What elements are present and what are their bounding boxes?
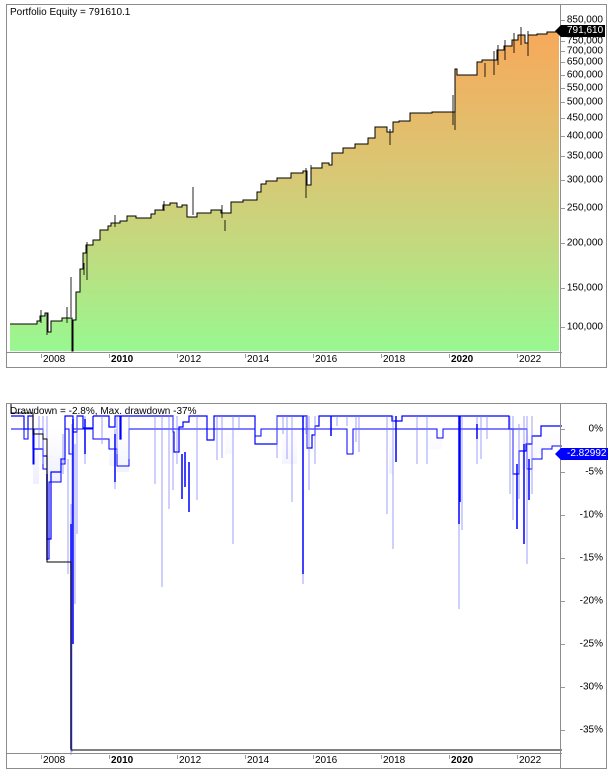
y-tick-mark xyxy=(561,62,565,63)
y-tick-mark xyxy=(561,180,565,181)
y-tick-450000: 450,000 xyxy=(566,112,603,124)
y-tick-minus5: -5% xyxy=(585,466,603,478)
y-tick-minus20: -20% xyxy=(579,595,603,607)
y-tick-minus25: -25% xyxy=(579,638,603,650)
x-tick-2022: 2022 xyxy=(516,755,542,766)
y-tick-850000: 850,000 xyxy=(566,14,603,26)
y-tick-mark xyxy=(561,156,565,157)
drawdown-plot-area[interactable]: Drawdown = -2.8%, Max. drawdown -37% xyxy=(7,404,562,755)
y-tick-mark xyxy=(561,687,565,688)
drawdown-y-axis: 0% -5% -10% -15% -20% -25% -30% -35% -2.… xyxy=(554,404,609,768)
drawdown-x-axis: 2008 2010 2012 2014 2016 2018 2020 2022 xyxy=(7,753,562,768)
y-tick-150000: 150,000 xyxy=(566,282,603,294)
x-tick-2022: 2022 xyxy=(516,354,542,365)
y-tick-mark xyxy=(561,601,565,602)
x-tick-2010: 2010 xyxy=(108,354,134,365)
x-tick-2016: 2016 xyxy=(312,755,338,766)
drawdown-curve xyxy=(10,404,562,755)
y-tick-700000: 700,000 xyxy=(566,45,603,57)
x-tick-2012: 2012 xyxy=(176,354,202,365)
x-tick-2014: 2014 xyxy=(244,755,270,766)
x-tick-2014: 2014 xyxy=(244,354,270,365)
y-tick-0: 0% xyxy=(588,423,603,435)
current-equity-marker: 791,610 xyxy=(554,25,606,37)
x-tick-2008: 2008 xyxy=(40,354,66,365)
drawdown-chart-panel: Drawdown = -2.8%, Max. drawdown -37% xyxy=(6,403,609,769)
y-tick-mark xyxy=(561,327,565,328)
x-tick-2020: 2020 xyxy=(448,354,474,365)
x-tick-2016: 2016 xyxy=(312,354,338,365)
x-tick-2020: 2020 xyxy=(448,755,474,766)
y-tick-600000: 600,000 xyxy=(566,69,603,81)
y-tick-500000: 500,000 xyxy=(566,96,603,108)
y-tick-100000: 100,000 xyxy=(566,321,603,333)
y-tick-mark xyxy=(561,136,565,137)
y-tick-750000: 750,000 xyxy=(566,35,603,47)
y-tick-minus15: -15% xyxy=(579,552,603,564)
y-tick-200000: 200,000 xyxy=(566,237,603,249)
y-tick-550000: 550,000 xyxy=(566,82,603,94)
y-tick-mark xyxy=(561,288,565,289)
y-tick-minus30: -30% xyxy=(579,681,603,693)
equity-chart-panel: Portfolio Equity = 791610.1 2008 2010 20… xyxy=(6,4,607,368)
x-tick-2008: 2008 xyxy=(40,755,66,766)
drawdown-title: Drawdown = -2.8%, Max. drawdown -37% xyxy=(10,406,197,417)
equity-title: Portfolio Equity = 791610.1 xyxy=(10,7,131,18)
y-tick-mark xyxy=(561,429,565,430)
y-tick-mark xyxy=(561,118,565,119)
y-tick-mark xyxy=(561,558,565,559)
y-tick-minus35: -35% xyxy=(579,724,603,736)
y-tick-mark xyxy=(561,75,565,76)
y-tick-mark xyxy=(561,644,565,645)
y-tick-350000: 350,000 xyxy=(566,150,603,162)
y-tick-mark xyxy=(561,102,565,103)
x-tick-2018: 2018 xyxy=(380,354,406,365)
equity-x-axis: 2008 2010 2012 2014 2016 2018 2020 2022 xyxy=(7,352,562,367)
equity-plot-area[interactable]: Portfolio Equity = 791610.1 xyxy=(7,5,562,354)
y-tick-mark xyxy=(561,472,565,473)
y-tick-650000: 650,000 xyxy=(566,56,603,68)
y-tick-250000: 250,000 xyxy=(566,202,603,214)
x-tick-2018: 2018 xyxy=(380,755,406,766)
y-tick-mark xyxy=(561,88,565,89)
y-tick-mark xyxy=(561,20,565,21)
equity-y-axis: 850,000 750,000 700,000 650,000 600,000 … xyxy=(554,5,606,367)
x-tick-2012: 2012 xyxy=(176,755,202,766)
y-tick-mark xyxy=(561,208,565,209)
y-tick-mark xyxy=(561,41,565,42)
y-tick-300000: 300,000 xyxy=(566,174,603,186)
current-drawdown-marker: -2.82992 xyxy=(554,448,609,460)
y-tick-mark xyxy=(561,51,565,52)
equity-curve xyxy=(10,27,559,352)
y-tick-400000: 400,000 xyxy=(566,130,603,142)
y-tick-mark xyxy=(561,243,565,244)
y-tick-mark xyxy=(561,515,565,516)
y-tick-minus10: -10% xyxy=(579,509,603,521)
y-tick-mark xyxy=(561,730,565,731)
x-tick-2010: 2010 xyxy=(108,755,134,766)
